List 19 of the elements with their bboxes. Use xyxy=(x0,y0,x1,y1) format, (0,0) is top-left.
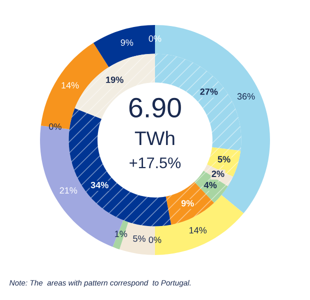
data-label: 34% xyxy=(90,182,108,188)
data-label: 9% xyxy=(120,39,134,46)
data-label: 2% xyxy=(212,170,224,178)
data-label: 9% xyxy=(181,200,194,206)
data-label: 21% xyxy=(60,187,78,194)
data-label: 1% xyxy=(115,230,128,238)
data-label: 5% xyxy=(218,156,230,162)
data-label: 5% xyxy=(133,235,146,242)
data-label: 36% xyxy=(237,93,255,100)
data-label: 14% xyxy=(62,82,79,88)
data-label: 4% xyxy=(204,182,217,188)
data-label: 14% xyxy=(190,227,207,234)
data-label: 27% xyxy=(200,88,218,95)
text: +17.5% xyxy=(130,158,181,168)
text: TWh xyxy=(134,130,174,146)
text: 0% xyxy=(148,236,162,244)
data-label: 19% xyxy=(106,76,124,83)
text: 0% xyxy=(148,35,162,42)
text: 6.90 xyxy=(129,98,181,118)
